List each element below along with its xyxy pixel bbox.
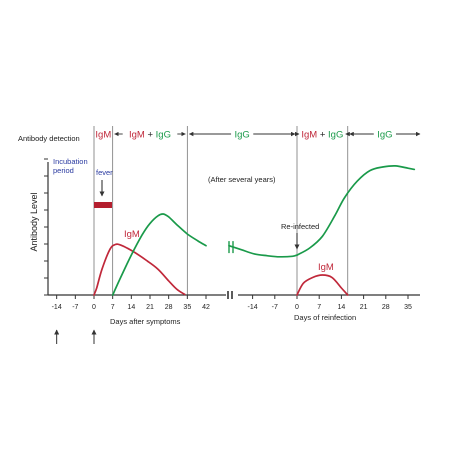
x-tick-label-primary: -7 xyxy=(72,304,78,311)
detection-phase-text: + xyxy=(317,130,328,141)
x-tick-label-primary: 7 xyxy=(111,304,115,311)
x-tick-label-primary: 14 xyxy=(127,304,135,311)
x-tick-label-reinfection: 14 xyxy=(338,304,346,311)
detection-phase-label: IgG xyxy=(235,130,250,141)
detection-phases: IgM IgM + IgG IgG IgM + IgG IgG xyxy=(95,130,421,141)
detection-phase-text: IgM xyxy=(95,130,111,141)
x-axis: Antibody Level -14 -7 0 7 14 21 28 35 42 -14 -7 0 7 14… xyxy=(29,158,420,344)
x-tick-label-reinfection: 0 xyxy=(295,304,299,311)
annotations-layer: Incubation period fever (After several year… xyxy=(53,157,334,273)
detection-phase-label: IgG xyxy=(377,130,392,141)
incubation-period-line: Incubation xyxy=(53,157,88,166)
x-tick-label-primary: 35 xyxy=(183,304,191,311)
x-axis-label-reinfection: Days of reinfection xyxy=(294,313,356,322)
re-infected-label: Re-infected xyxy=(281,222,319,231)
x-tick-label-primary: 0 xyxy=(92,304,96,311)
y-axis-label: Antibody Level xyxy=(29,192,39,251)
x-tick-label-reinfection: -7 xyxy=(272,304,278,311)
detection-phase-text: IgG xyxy=(156,130,171,141)
detection-phase-label: IgM + IgG xyxy=(129,130,171,141)
series-igg-bridge xyxy=(228,244,298,258)
x-tick-label-reinfection: -14 xyxy=(248,304,258,311)
x-tick-label-reinfection: 21 xyxy=(360,304,368,311)
fever-label: fever xyxy=(96,168,113,177)
series-igm-primary xyxy=(93,243,186,296)
after-several-years-label: (After several years) xyxy=(208,175,276,184)
x-axis-label-primary: Days after symptoms xyxy=(110,317,181,326)
guides-layer xyxy=(93,126,349,295)
igm-primary-label: IgM xyxy=(124,229,140,240)
detection-phase-text: IgG xyxy=(235,130,250,141)
detection-phase-text: IgM xyxy=(129,130,145,141)
detection-phase-text: IgG xyxy=(328,130,343,141)
detection-phase-text: IgG xyxy=(377,130,392,141)
x-tick-label-primary: -14 xyxy=(52,304,62,311)
series-igg-reinfection xyxy=(296,165,416,256)
x-tick-label-reinfection: 7 xyxy=(317,304,321,311)
detection-phase-text: + xyxy=(145,130,156,141)
incubation-period-label: Incubation period xyxy=(53,157,88,175)
fever-bar xyxy=(94,202,112,208)
x-tick-label-reinfection: 35 xyxy=(404,304,412,311)
series-igm-reinfection xyxy=(296,274,349,296)
detection-phase-text: IgM xyxy=(301,130,317,141)
x-tick-label-primary: 28 xyxy=(165,304,173,311)
detection-phase-label: IgM xyxy=(95,130,111,141)
antibody-detection-label: Antibody detection xyxy=(18,134,80,143)
incubation-period-line: period xyxy=(53,166,74,175)
series-igg-primary xyxy=(111,213,207,296)
x-tick-label-primary: 42 xyxy=(202,304,210,311)
x-tick-label-primary: 21 xyxy=(146,304,154,311)
x-tick-label-reinfection: 28 xyxy=(382,304,390,311)
series-layer xyxy=(93,165,416,296)
detection-phase-label: IgM + IgG xyxy=(301,130,343,141)
igm-reinfection-label: IgM xyxy=(318,262,334,273)
